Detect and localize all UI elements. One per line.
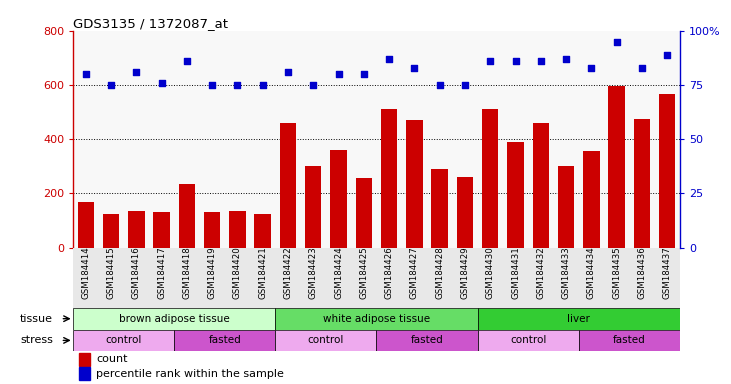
- Text: fasted: fasted: [411, 335, 444, 345]
- Point: [156, 80, 167, 86]
- Point: [383, 56, 395, 62]
- Point: [662, 51, 673, 58]
- Bar: [634, 119, 650, 248]
- Bar: [305, 166, 322, 248]
- Bar: [128, 211, 145, 248]
- Bar: [230, 211, 246, 248]
- Point: [535, 58, 547, 64]
- Bar: [355, 179, 372, 248]
- Bar: [659, 94, 675, 248]
- Bar: [583, 151, 599, 248]
- Bar: [79, 353, 90, 366]
- Text: fasted: fasted: [613, 335, 645, 345]
- Bar: [406, 120, 423, 248]
- Point: [358, 71, 370, 77]
- Point: [257, 82, 268, 88]
- Bar: [533, 123, 549, 248]
- Point: [282, 69, 294, 75]
- Text: percentile rank within the sample: percentile rank within the sample: [96, 369, 284, 379]
- Bar: [431, 169, 448, 248]
- Bar: [376, 329, 477, 351]
- Point: [459, 82, 471, 88]
- Text: tissue: tissue: [20, 314, 53, 324]
- Point: [611, 38, 623, 45]
- Text: count: count: [96, 354, 128, 364]
- Bar: [77, 202, 94, 248]
- Bar: [276, 308, 477, 329]
- Bar: [73, 329, 174, 351]
- Point: [181, 58, 193, 64]
- Bar: [103, 214, 119, 248]
- Bar: [254, 214, 271, 248]
- Bar: [579, 329, 680, 351]
- Point: [206, 82, 218, 88]
- Point: [510, 58, 521, 64]
- Text: stress: stress: [20, 335, 53, 345]
- Bar: [482, 109, 499, 248]
- Text: control: control: [308, 335, 344, 345]
- Point: [333, 71, 344, 77]
- Text: white adipose tissue: white adipose tissue: [323, 314, 430, 324]
- Point: [636, 65, 648, 71]
- Bar: [204, 212, 220, 248]
- Bar: [477, 308, 680, 329]
- Point: [409, 65, 420, 71]
- Text: liver: liver: [567, 314, 590, 324]
- Point: [560, 56, 572, 62]
- Point: [586, 65, 597, 71]
- Text: control: control: [105, 335, 142, 345]
- Bar: [154, 212, 170, 248]
- Bar: [608, 86, 625, 248]
- Bar: [73, 308, 276, 329]
- Bar: [174, 329, 276, 351]
- Bar: [178, 184, 195, 248]
- Bar: [558, 166, 575, 248]
- Point: [105, 82, 117, 88]
- Text: brown adipose tissue: brown adipose tissue: [119, 314, 230, 324]
- Point: [80, 71, 91, 77]
- Bar: [79, 367, 90, 380]
- Bar: [276, 329, 376, 351]
- Bar: [507, 142, 523, 248]
- Bar: [280, 123, 296, 248]
- Bar: [477, 329, 579, 351]
- Bar: [457, 177, 473, 248]
- Point: [485, 58, 496, 64]
- Point: [232, 82, 243, 88]
- Point: [308, 82, 319, 88]
- Text: control: control: [510, 335, 546, 345]
- Text: fasted: fasted: [208, 335, 241, 345]
- Bar: [330, 150, 346, 248]
- Point: [433, 82, 445, 88]
- Point: [130, 69, 142, 75]
- Text: GDS3135 / 1372087_at: GDS3135 / 1372087_at: [73, 17, 228, 30]
- Bar: [381, 109, 398, 248]
